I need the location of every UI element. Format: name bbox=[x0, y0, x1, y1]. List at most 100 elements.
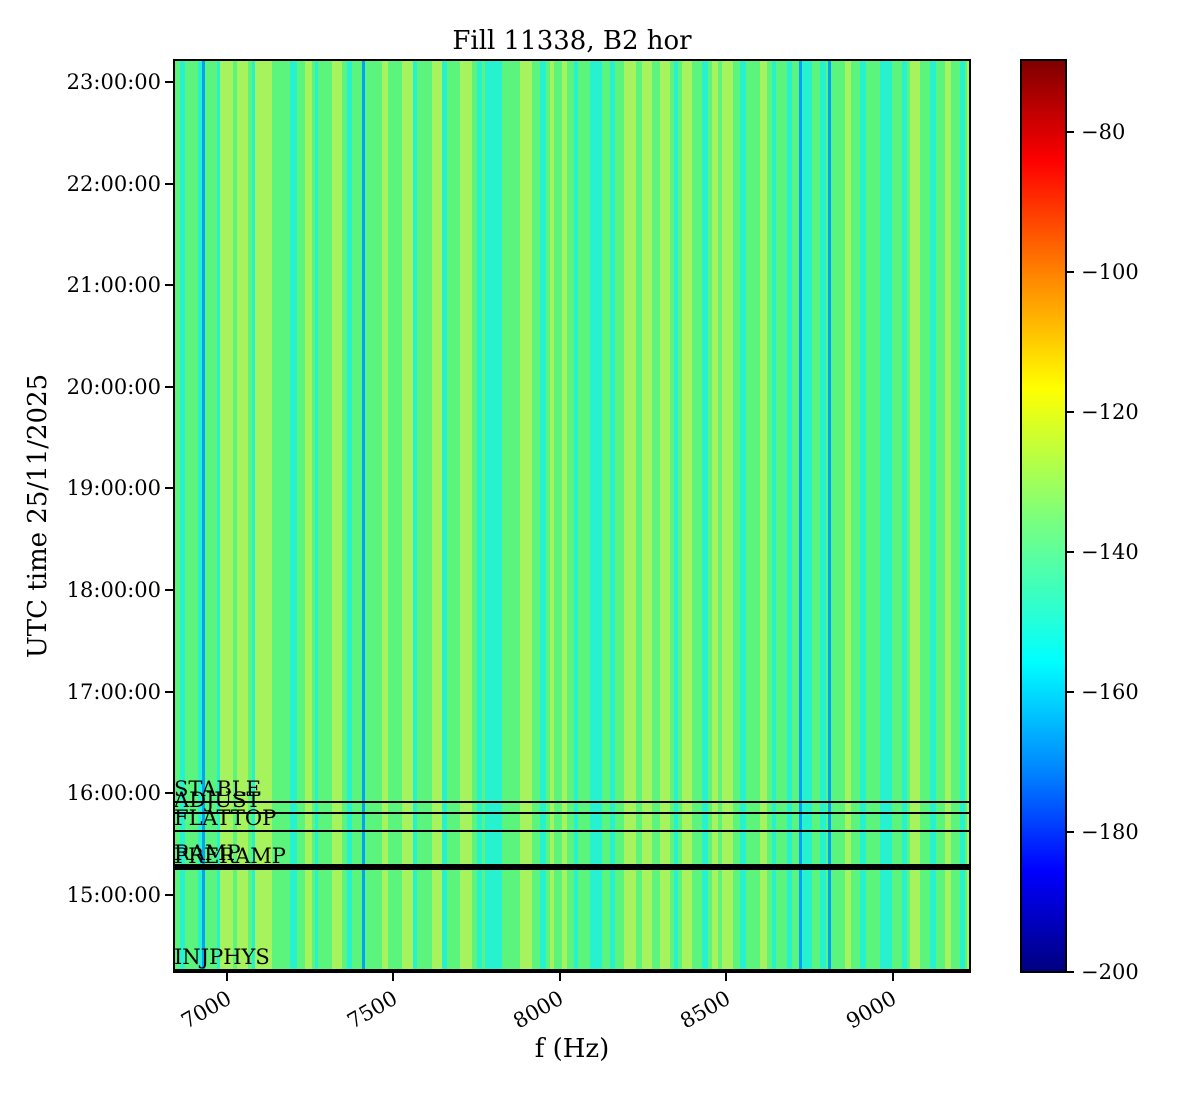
spectrogram-stripe bbox=[290, 61, 297, 971]
y-tick-mark bbox=[165, 588, 173, 591]
spectrogram-stripe bbox=[702, 61, 708, 971]
spectrogram-stripe bbox=[845, 61, 851, 971]
y-tick-mark bbox=[165, 385, 173, 388]
y-tick-label: 18:00:00 bbox=[66, 577, 161, 602]
spectrogram-stripe bbox=[910, 61, 920, 971]
beam-mode-label-flattop: FLATTOP bbox=[174, 806, 277, 831]
spectrogram-stripe bbox=[960, 61, 965, 971]
spectrogram-stripe bbox=[787, 61, 792, 971]
colorbar-tick-mark bbox=[1067, 410, 1074, 413]
x-tick-mark bbox=[226, 973, 229, 981]
spectrogram-stripe bbox=[305, 61, 312, 971]
spectrogram-stripe bbox=[540, 61, 546, 971]
spectrogram-stripe bbox=[660, 61, 670, 971]
spectrogram-stripe bbox=[902, 61, 907, 971]
x-tick-mark bbox=[891, 973, 894, 981]
spectrogram-stripe bbox=[180, 61, 185, 971]
beam-mode-line-ramp bbox=[173, 864, 971, 867]
spectrogram-stripe bbox=[967, 61, 969, 971]
beam-mode-label-injphys: INJPHYS bbox=[174, 944, 270, 969]
y-tick-mark bbox=[165, 690, 173, 693]
spectrogram-stripe bbox=[252, 61, 255, 971]
x-tick-mark bbox=[725, 973, 728, 981]
colorbar-tick-mark bbox=[1067, 270, 1074, 273]
colorbar-tick-mark bbox=[1067, 551, 1074, 553]
y-tick-label: 16:00:00 bbox=[66, 781, 161, 806]
spectrogram-stripe bbox=[198, 61, 202, 971]
spectrogram-stripe bbox=[220, 61, 233, 971]
blue-frequency-line bbox=[828, 61, 831, 971]
x-axis-label: f (Hz) bbox=[534, 1034, 610, 1064]
spectrogram-stripe bbox=[722, 61, 733, 971]
spectrogram-stripe bbox=[802, 61, 812, 971]
spectrogram-heatmap bbox=[173, 59, 971, 973]
spectrogram-stripe bbox=[382, 61, 388, 971]
x-tick-label-text: 8000 bbox=[509, 986, 568, 1034]
spectrogram-stripe bbox=[740, 61, 746, 971]
spectrogram-stripe bbox=[347, 61, 352, 971]
blue-frequency-line bbox=[202, 61, 205, 971]
y-tick-label: 23:00:00 bbox=[66, 70, 161, 95]
colorbar-tick-label: −200 bbox=[1081, 959, 1139, 984]
spectrogram-stripe bbox=[712, 61, 718, 971]
spectrogram-stripe bbox=[217, 61, 220, 971]
y-tick-label: 19:00:00 bbox=[66, 476, 161, 501]
spectrogram-stripe bbox=[255, 61, 272, 971]
colorbar-tick-mark bbox=[1067, 830, 1074, 833]
beam-mode-line-injphys bbox=[173, 968, 971, 971]
beam-mode-line-stable bbox=[173, 800, 971, 803]
y-tick-label: 15:00:00 bbox=[66, 882, 161, 907]
colorbar-tick-mark bbox=[1067, 691, 1074, 694]
y-axis-label: UTC time 25/11/2025 bbox=[23, 373, 53, 659]
y-tick-label: 17:00:00 bbox=[66, 679, 161, 704]
spectrogram-stripe bbox=[460, 61, 472, 971]
spectrogram-stripe bbox=[550, 61, 554, 971]
beam-mode-line-flattop bbox=[173, 830, 971, 833]
beam-mode-label-preramp: PRERAMP bbox=[174, 843, 286, 868]
spectrogram-stripe bbox=[860, 61, 866, 971]
spectrogram-stripe bbox=[315, 61, 318, 971]
y-tick-mark bbox=[165, 893, 173, 896]
spectrogram-stripe bbox=[682, 61, 692, 971]
spectrogram-stripe bbox=[880, 61, 892, 971]
y-tick-mark bbox=[165, 284, 173, 287]
beam-mode-line-adjust bbox=[173, 811, 971, 814]
spectrogram-stripe bbox=[332, 61, 342, 971]
x-tick-label-text: 9000 bbox=[842, 986, 901, 1034]
y-tick-label: 20:00:00 bbox=[66, 374, 161, 399]
spectrogram-stripe bbox=[520, 61, 532, 971]
colorbar-tick-label: −120 bbox=[1081, 399, 1139, 424]
colorbar-tick-mark bbox=[1067, 970, 1074, 973]
beam-mode-label-stable: STABLE bbox=[174, 776, 262, 801]
x-tick-mark bbox=[392, 973, 395, 981]
y-tick-label: 21:00:00 bbox=[66, 273, 161, 298]
beam-mode-label-ramp: RAMP bbox=[174, 840, 241, 865]
colorbar-tick-label: −80 bbox=[1081, 120, 1126, 145]
x-tick-label-text: 7500 bbox=[343, 986, 402, 1034]
spectrogram-stripe bbox=[820, 61, 826, 971]
spectrogram-stripe bbox=[477, 61, 482, 971]
spectrogram-stripe bbox=[485, 61, 502, 971]
y-tick-mark bbox=[165, 487, 173, 490]
spectrogram-stripe bbox=[772, 61, 776, 971]
spectrogram-stripe bbox=[760, 61, 767, 971]
y-tick-mark bbox=[165, 792, 173, 795]
blue-frequency-line bbox=[799, 61, 802, 971]
spectrogram-stripe bbox=[413, 61, 417, 971]
spectrogram-stripe bbox=[432, 61, 442, 971]
colorbar-tick-label: −140 bbox=[1081, 540, 1139, 564]
spectrogram-stripe bbox=[624, 61, 636, 971]
blue-frequency-line bbox=[362, 61, 365, 971]
beam-mode-label-adjust: ADJUST bbox=[174, 787, 261, 812]
colorbar-tick-mark bbox=[1067, 131, 1074, 134]
y-tick-mark bbox=[165, 182, 173, 185]
spectrogram-stripe bbox=[574, 61, 578, 971]
beam-mode-line-preramp bbox=[173, 867, 971, 871]
spectrogram-stripe bbox=[590, 61, 602, 971]
spectrogram-stripe bbox=[442, 61, 447, 971]
y-tick-mark bbox=[165, 81, 173, 84]
colorbar bbox=[1020, 59, 1067, 973]
y-tick-label: 22:00:00 bbox=[66, 171, 161, 196]
spectrogram-stripe bbox=[642, 61, 652, 971]
colorbar-tick-label: −160 bbox=[1081, 680, 1139, 705]
